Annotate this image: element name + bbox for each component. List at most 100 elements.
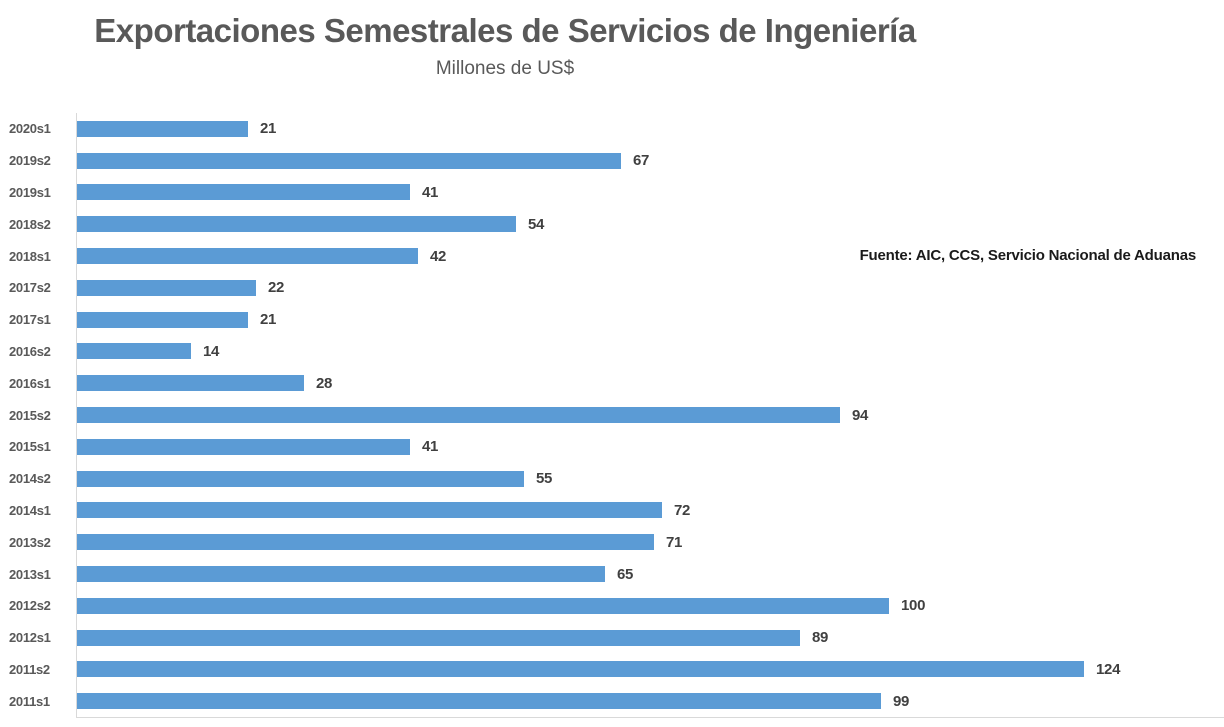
value-label: 54 xyxy=(528,215,545,233)
bar-track: 21 xyxy=(77,304,1224,336)
bar-track: 89 xyxy=(77,622,1224,654)
value-label: 65 xyxy=(617,565,634,583)
category-label: 2015s2 xyxy=(9,407,51,423)
value-label: 94 xyxy=(852,406,869,424)
category-label: 2013s2 xyxy=(9,534,51,550)
bar-rows-container: 2020s1 21 2019s2 67 2019s1 41 2018s2 54 2018s1 42… xyxy=(0,113,1224,717)
x-axis-line xyxy=(76,717,1224,718)
value-label: 100 xyxy=(901,597,926,615)
bar-track: 41 xyxy=(77,431,1224,463)
category-label: 2017s2 xyxy=(9,280,51,296)
category-label: 2019s2 xyxy=(9,153,51,169)
bar xyxy=(77,375,304,392)
bar-row: 2018s1 42 xyxy=(0,240,1224,272)
category-label: 2014s1 xyxy=(9,502,51,518)
bar-row: 2012s1 89 xyxy=(0,622,1224,654)
bar-row: 2013s2 71 xyxy=(0,526,1224,558)
category-label: 2013s1 xyxy=(9,566,51,582)
chart-subtitle: Millones de US$ xyxy=(435,57,575,79)
category-label: 2016s1 xyxy=(9,375,51,391)
bar-track: 28 xyxy=(77,367,1224,399)
bar-row: 2014s2 55 xyxy=(0,463,1224,495)
value-label: 67 xyxy=(633,152,650,170)
bar-row: 2019s2 67 xyxy=(0,145,1224,177)
source-note: Fuente: AIC, CCS, Servicio Nacional de A… xyxy=(859,247,1197,264)
bar-track: 41 xyxy=(77,177,1224,209)
bar-track: 14 xyxy=(77,336,1224,368)
bar xyxy=(77,120,248,137)
value-label: 41 xyxy=(422,183,439,201)
bar xyxy=(77,534,654,551)
bar xyxy=(77,629,800,646)
y-axis-line xyxy=(76,113,77,718)
bar xyxy=(77,566,605,583)
bar xyxy=(77,311,248,328)
bar-row: 2016s2 14 xyxy=(0,336,1224,368)
bar xyxy=(77,152,621,169)
bar xyxy=(77,407,840,424)
bar-track: 42 xyxy=(77,240,1224,272)
bar xyxy=(77,438,410,455)
category-label: 2018s2 xyxy=(9,216,51,232)
chart-header: Exportaciones Semestrales de Servicios d… xyxy=(0,12,1010,80)
bar-row: 2017s2 22 xyxy=(0,272,1224,304)
bar xyxy=(77,184,410,201)
bar xyxy=(77,693,881,710)
bar-row: 2015s1 41 xyxy=(0,431,1224,463)
bar-track: 55 xyxy=(77,463,1224,495)
bar xyxy=(77,470,524,487)
category-label: 2012s1 xyxy=(9,630,51,646)
bar-row: 2018s2 54 xyxy=(0,208,1224,240)
bar-track: 72 xyxy=(77,495,1224,527)
bar xyxy=(77,597,889,614)
value-label: 21 xyxy=(260,311,277,329)
bar-track: 71 xyxy=(77,526,1224,558)
chart-title: Exportaciones Semestrales de Servicios d… xyxy=(94,12,916,49)
bar xyxy=(77,248,418,265)
category-label: 2020s1 xyxy=(9,121,51,137)
bar-track: 22 xyxy=(77,272,1224,304)
bar-row: 2013s1 65 xyxy=(0,558,1224,590)
category-label: 2014s2 xyxy=(9,471,51,487)
value-label: 41 xyxy=(422,438,439,456)
bar-track: 124 xyxy=(77,654,1224,686)
bar-row: 2011s2 124 xyxy=(0,654,1224,686)
bar-chart-plot: 2020s1 21 2019s2 67 2019s1 41 2018s2 54 2018s1 42… xyxy=(0,113,1224,718)
bar-track: 94 xyxy=(77,399,1224,431)
bar-track: 67 xyxy=(77,145,1224,177)
bar-row: 2014s1 72 xyxy=(0,495,1224,527)
bar-track: 54 xyxy=(77,208,1224,240)
value-label: 55 xyxy=(536,470,553,488)
bar-row: 2015s2 94 xyxy=(0,399,1224,431)
bar-row: 2020s1 21 xyxy=(0,113,1224,145)
value-label: 22 xyxy=(268,279,285,297)
category-label: 2011s2 xyxy=(9,661,50,677)
value-label: 14 xyxy=(203,342,220,360)
value-label: 99 xyxy=(893,692,910,710)
value-label: 71 xyxy=(666,533,683,551)
value-label: 21 xyxy=(260,120,277,138)
category-label: 2011s1 xyxy=(9,693,50,709)
bar-row: 2019s1 41 xyxy=(0,177,1224,209)
category-label: 2012s2 xyxy=(9,598,51,614)
category-label: 2015s1 xyxy=(9,439,51,455)
category-label: 2018s1 xyxy=(9,248,51,264)
bar-row: 2016s1 28 xyxy=(0,367,1224,399)
value-label: 28 xyxy=(316,374,333,392)
bar-row: 2017s1 21 xyxy=(0,304,1224,336)
bar xyxy=(77,216,516,233)
value-label: 124 xyxy=(1096,660,1121,678)
bar-track: 21 xyxy=(77,113,1224,145)
bar-row: 2011s1 99 xyxy=(0,685,1224,717)
value-label: 42 xyxy=(430,247,447,265)
bar-track: 99 xyxy=(77,685,1224,717)
value-label: 72 xyxy=(674,501,691,519)
category-label: 2019s1 xyxy=(9,184,51,200)
value-label: 89 xyxy=(812,629,829,647)
bar xyxy=(77,279,256,296)
bar-track: 65 xyxy=(77,558,1224,590)
bar xyxy=(77,502,662,519)
bar xyxy=(77,343,191,360)
bar xyxy=(77,661,1084,678)
